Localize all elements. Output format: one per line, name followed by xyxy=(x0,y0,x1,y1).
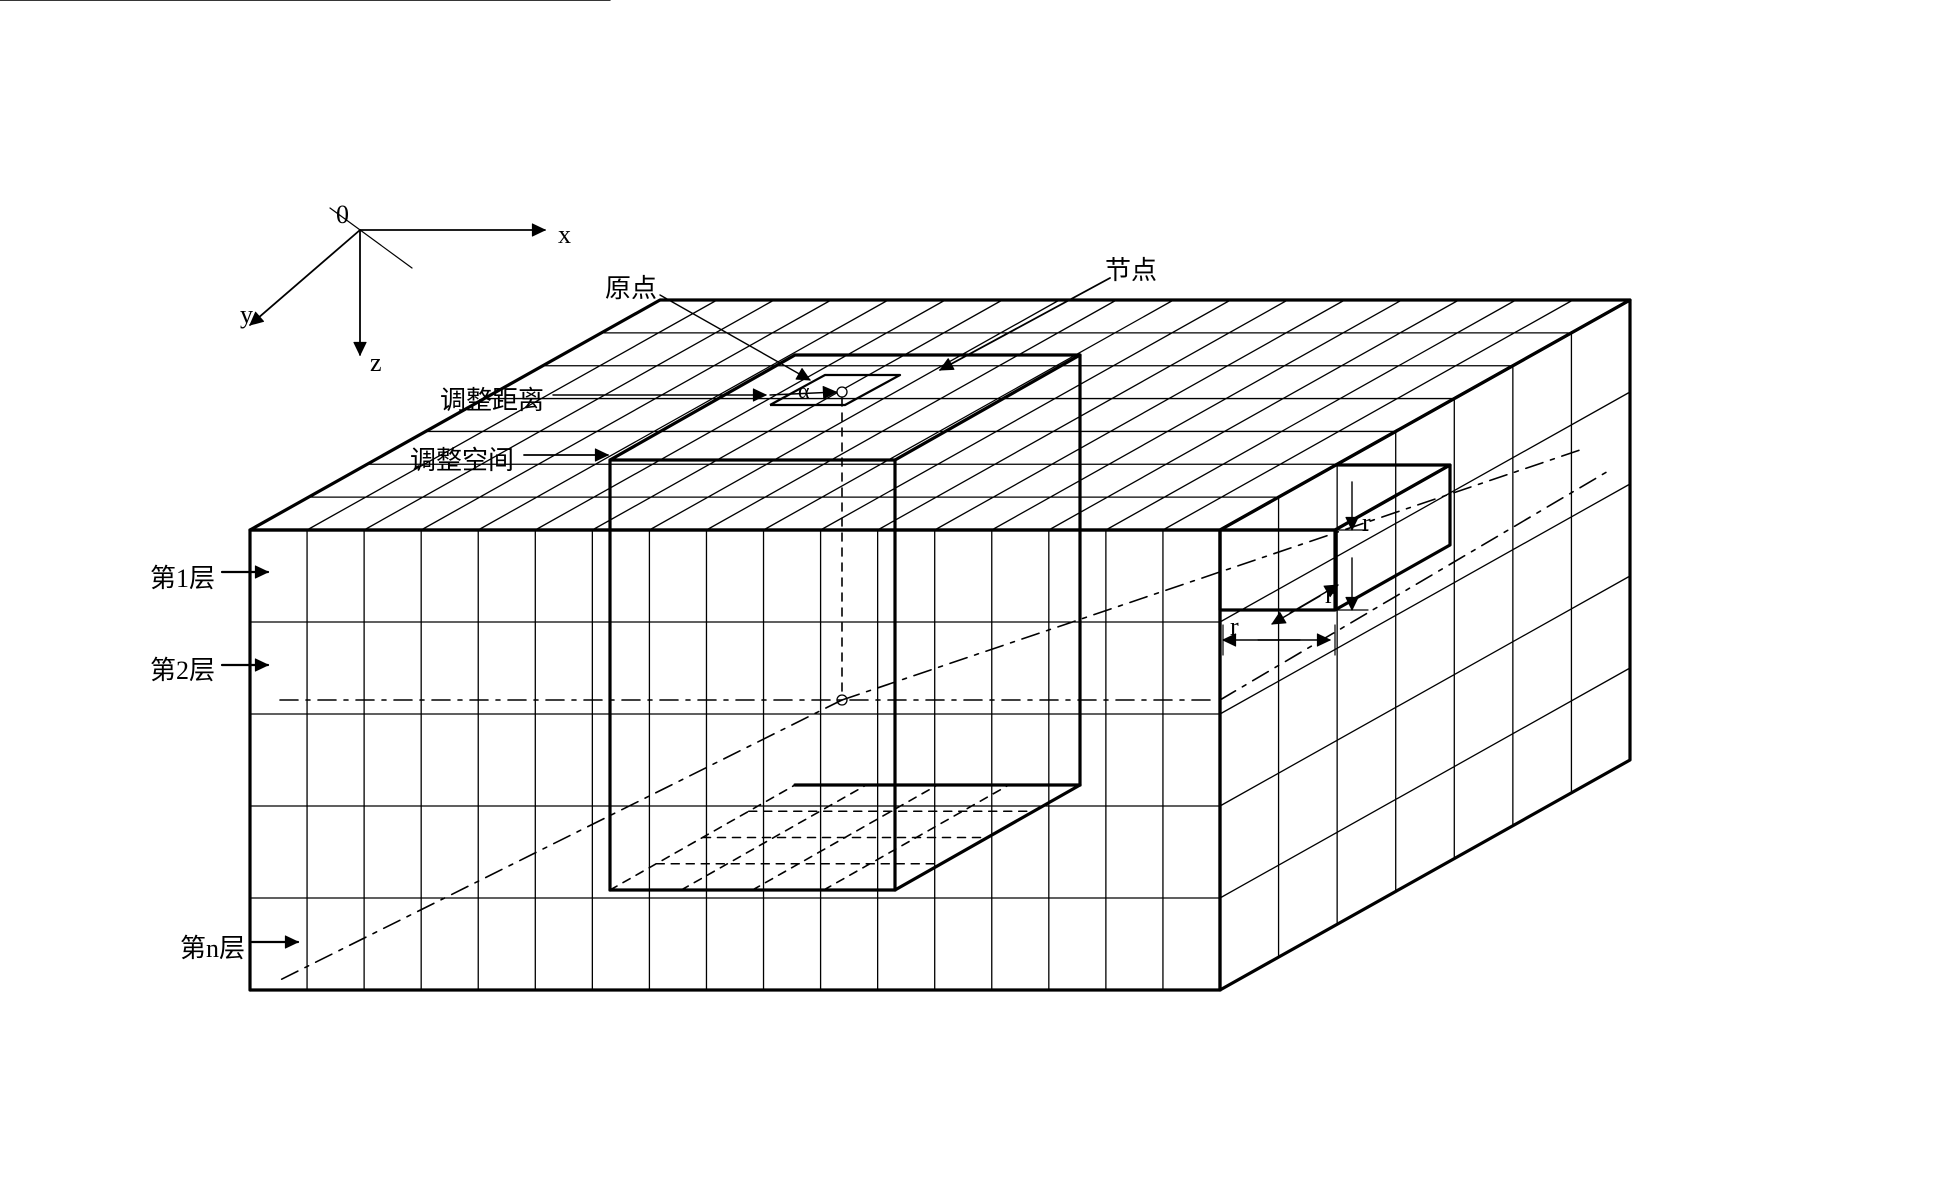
axis-origin-label: 0 xyxy=(336,200,349,230)
label-layer1: 第1层 xyxy=(150,558,215,595)
label-origin: 原点 xyxy=(605,268,657,305)
label-adjust-space: 调整空间 xyxy=(410,440,514,477)
axis-z-label: z xyxy=(370,348,382,378)
label-layern: 第n层 xyxy=(180,928,245,965)
label-node: 节点 xyxy=(1105,250,1157,287)
label-r-vert: r xyxy=(1362,508,1371,538)
label-adjust-distance: 调整距离 xyxy=(440,380,544,417)
label-r-diag: r xyxy=(1325,580,1334,610)
axis-x-label: x xyxy=(558,220,571,250)
label-layer2: 第2层 xyxy=(150,650,215,687)
label-r-horiz: r xyxy=(1230,612,1239,642)
axis-y-label: y xyxy=(240,300,253,330)
label-alpha: α xyxy=(798,378,810,404)
